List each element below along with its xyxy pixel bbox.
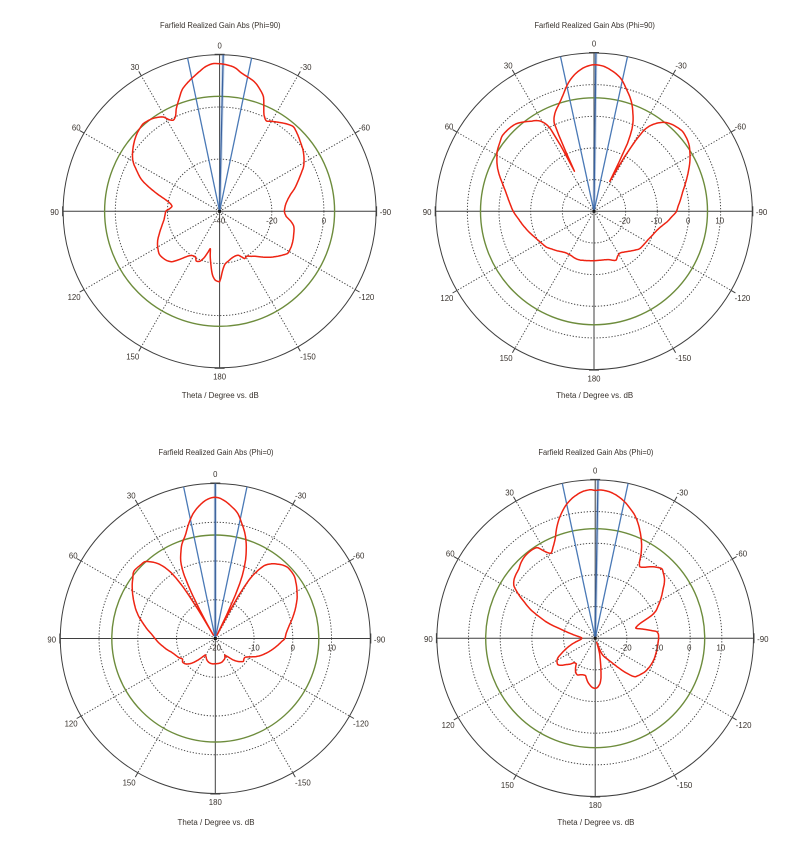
svg-text:30: 30 xyxy=(504,61,513,71)
svg-text:90: 90 xyxy=(50,207,59,217)
svg-text:-30: -30 xyxy=(300,62,312,72)
svg-text:0: 0 xyxy=(217,40,222,50)
svg-text:-120: -120 xyxy=(735,293,751,303)
svg-text:Theta / Degree vs. dB: Theta / Degree vs. dB xyxy=(556,391,633,400)
svg-text:0: 0 xyxy=(322,216,327,226)
svg-text:10: 10 xyxy=(327,643,336,653)
svg-text:-120: -120 xyxy=(353,719,369,729)
svg-text:Farfield Realized Gain Abs (Ph: Farfield Realized Gain Abs (Phi=90) xyxy=(160,21,281,30)
svg-text:-120: -120 xyxy=(359,292,375,302)
svg-text:Theta / Degree vs. dB: Theta / Degree vs. dB xyxy=(178,818,255,827)
svg-text:Farfield Realized Gain Abs (Ph: Farfield Realized Gain Abs (Phi=0) xyxy=(159,448,274,457)
svg-text:-20: -20 xyxy=(620,642,632,652)
svg-text:-10: -10 xyxy=(248,643,260,653)
svg-text:30: 30 xyxy=(131,62,140,72)
svg-text:90: 90 xyxy=(47,634,56,644)
svg-text:-10: -10 xyxy=(651,216,663,226)
svg-text:-20: -20 xyxy=(266,216,278,226)
svg-text:90: 90 xyxy=(423,207,432,217)
svg-text:-60: -60 xyxy=(353,550,365,560)
svg-text:90: 90 xyxy=(424,634,433,644)
svg-text:180: 180 xyxy=(588,373,601,383)
svg-text:120: 120 xyxy=(442,720,455,730)
svg-text:-60: -60 xyxy=(735,122,747,132)
svg-text:0: 0 xyxy=(213,469,218,479)
svg-text:180: 180 xyxy=(213,372,226,382)
svg-text:-10: -10 xyxy=(652,642,664,652)
svg-text:Theta / Degree vs. dB: Theta / Degree vs. dB xyxy=(557,818,634,827)
svg-text:-150: -150 xyxy=(675,353,691,363)
svg-text:-90: -90 xyxy=(380,207,392,217)
svg-text:60: 60 xyxy=(445,122,454,132)
svg-text:0: 0 xyxy=(687,642,692,652)
svg-text:-20: -20 xyxy=(210,643,222,653)
svg-text:-30: -30 xyxy=(675,61,687,71)
svg-text:-90: -90 xyxy=(374,634,386,644)
svg-text:-40: -40 xyxy=(214,216,226,226)
svg-text:10: 10 xyxy=(715,216,724,226)
svg-text:-60: -60 xyxy=(736,548,748,558)
svg-text:150: 150 xyxy=(501,780,514,790)
svg-text:150: 150 xyxy=(126,352,139,362)
svg-text:0: 0 xyxy=(686,216,691,226)
svg-text:120: 120 xyxy=(68,292,81,302)
svg-text:Farfield Realized Gain Abs (Ph: Farfield Realized Gain Abs (Phi=0) xyxy=(538,448,653,457)
svg-text:-150: -150 xyxy=(300,352,316,362)
svg-text:150: 150 xyxy=(123,778,136,788)
svg-text:-30: -30 xyxy=(295,491,307,501)
svg-text:Farfield Realized Gain Abs (Ph: Farfield Realized Gain Abs (Phi=90) xyxy=(534,21,655,30)
svg-text:120: 120 xyxy=(65,719,78,729)
svg-text:150: 150 xyxy=(500,353,513,363)
svg-text:180: 180 xyxy=(209,797,222,807)
svg-text:0: 0 xyxy=(592,39,597,49)
svg-text:-30: -30 xyxy=(677,487,689,497)
svg-text:-90: -90 xyxy=(757,634,769,644)
svg-text:0: 0 xyxy=(291,643,296,653)
svg-text:60: 60 xyxy=(446,548,455,558)
svg-text:180: 180 xyxy=(589,800,602,810)
svg-text:-90: -90 xyxy=(756,207,768,217)
svg-text:-20: -20 xyxy=(619,216,631,226)
svg-text:0: 0 xyxy=(593,465,598,475)
svg-text:120: 120 xyxy=(440,293,453,303)
svg-text:-120: -120 xyxy=(736,720,752,730)
svg-text:-150: -150 xyxy=(295,778,311,788)
svg-text:Theta / Degree vs. dB: Theta / Degree vs. dB xyxy=(182,391,259,400)
svg-text:60: 60 xyxy=(72,122,81,132)
svg-text:60: 60 xyxy=(69,550,78,560)
svg-text:30: 30 xyxy=(505,487,514,497)
svg-text:-60: -60 xyxy=(359,122,371,132)
svg-text:10: 10 xyxy=(717,642,726,652)
svg-text:-150: -150 xyxy=(677,780,693,790)
svg-text:30: 30 xyxy=(127,491,136,501)
